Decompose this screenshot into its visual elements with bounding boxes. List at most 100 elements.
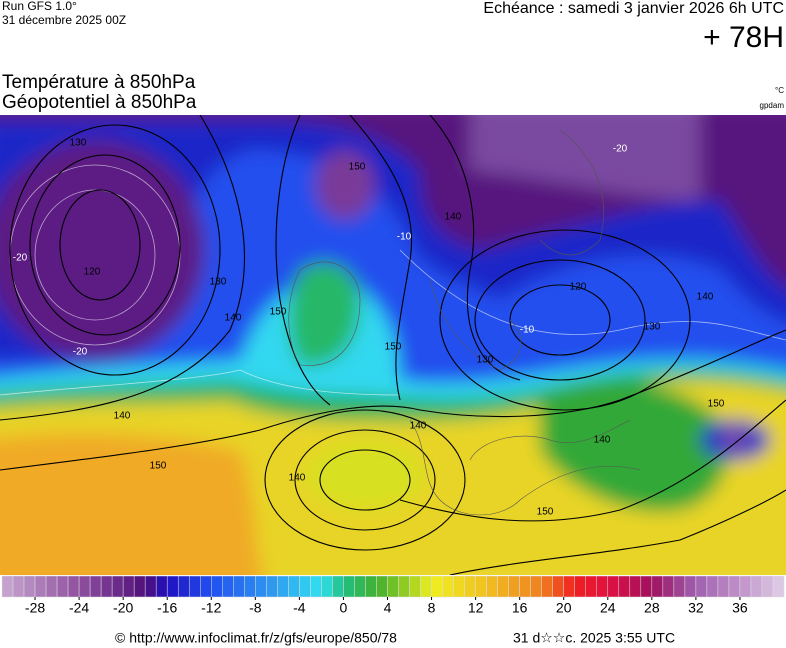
- colorbar-swatch: [761, 575, 774, 598]
- colorbar-swatch: [431, 575, 443, 598]
- colorbar-swatch: [89, 575, 102, 598]
- unit-geopotential: gpdam: [760, 101, 785, 110]
- colorbar-swatch: [387, 575, 399, 598]
- title-temperature: Température à 850hPa: [2, 72, 196, 93]
- map: 130 120 130 140 150 140 150 140 140 150 140 150 130 1…: [0, 115, 786, 575]
- geopotential-label: 150: [270, 307, 287, 318]
- colorbar-tick-label: 36: [732, 600, 748, 616]
- colorbar-swatch: [1, 575, 14, 598]
- colorbar-tick-label: 28: [644, 600, 660, 616]
- colorbar-swatch: [144, 575, 157, 598]
- colorbar-tick-label: -28: [25, 600, 45, 616]
- colorbar-swatch: [56, 575, 69, 598]
- colorbar-swatch: [211, 575, 223, 598]
- temperature-label: -10: [397, 232, 412, 243]
- colorbar-swatch: [640, 575, 653, 598]
- colorbar-swatch: [585, 575, 598, 598]
- colorbar-swatch: [464, 575, 476, 598]
- colorbar-swatch: [497, 575, 509, 598]
- colorbar-tick-label: 32: [688, 600, 704, 616]
- geopotential-label: 130: [644, 322, 661, 333]
- lead-time: + 78H: [703, 21, 784, 54]
- colorbar-swatch: [200, 575, 212, 598]
- geopotential-label: 140: [114, 411, 131, 422]
- contour-labels: 130 120 130 140 150 140 150 140 140 150 140 150 130 1…: [13, 138, 725, 518]
- colorbar-tick-label: -12: [201, 600, 221, 616]
- colorbar-swatch: [530, 575, 542, 598]
- colorbar-swatch: [475, 575, 487, 598]
- geopotential-label: 140: [594, 435, 611, 446]
- colorbar-swatch: [233, 575, 245, 598]
- colorbar-swatch: [420, 575, 432, 598]
- colorbar-swatch: [23, 575, 36, 598]
- geopotential-label: 140: [697, 292, 714, 303]
- colorbar-swatch: [222, 575, 234, 598]
- forecast: Echéance : samedi 3 janvier 2026 6h UTC: [483, 0, 784, 17]
- colorbar-swatch: [155, 575, 168, 598]
- colorbar-swatch: [486, 575, 498, 598]
- colorbar-swatch: [574, 575, 586, 598]
- geopotential-contours: [0, 115, 786, 575]
- coastlines: [288, 129, 641, 516]
- colorbar-swatch: [12, 575, 25, 598]
- geopotential-label: 150: [150, 461, 167, 472]
- unit-temperature: °C: [775, 86, 784, 95]
- colorbar-swatch: [100, 575, 113, 598]
- colorbar-swatch: [299, 575, 311, 598]
- colorbar-tick-label: -8: [249, 600, 262, 616]
- colorbar-tick-label: -16: [157, 600, 177, 616]
- colorbar-swatch: [255, 575, 267, 598]
- colorbar-swatch: [177, 575, 190, 598]
- geopotential-label: 150: [708, 399, 725, 410]
- temperature-label: -20: [613, 144, 628, 155]
- geopotential-label: 130: [477, 355, 494, 366]
- colorbar-swatch: [695, 575, 708, 598]
- colorbar-tick-label: 8: [428, 600, 436, 616]
- colorbar-swatch: [166, 575, 179, 598]
- colorbar-swatch: [739, 575, 752, 598]
- run: Run GFS 1.0°: [2, 0, 77, 13]
- colorbar-swatch: [365, 575, 377, 598]
- source: © http://www.infoclimat.fr/z/gfs/europe/…: [115, 630, 397, 646]
- colorbar-swatch: [750, 575, 763, 598]
- colorbar-swatch: [651, 575, 664, 598]
- run-date: 31 décembre 2025 00Z: [2, 13, 126, 27]
- colorbar-swatch: [662, 575, 675, 598]
- colorbar-swatch: [728, 575, 741, 598]
- colorbar-swatch: [343, 575, 355, 598]
- colorbar-swatch: [618, 575, 631, 598]
- colorbar-tick-label: 24: [600, 600, 616, 616]
- colorbar-swatch: [442, 575, 454, 598]
- colorbar-swatch: [78, 575, 91, 598]
- colorbar-swatch: [188, 575, 201, 598]
- colorbar-swatch: [398, 575, 410, 598]
- geopotential-label: 130: [210, 277, 227, 288]
- colorbar-swatch: [310, 575, 322, 598]
- colorbar-swatch: [34, 575, 47, 598]
- geopotential-label: 150: [537, 507, 554, 518]
- colorbar-swatch: [563, 575, 575, 598]
- colorbar-swatch: [266, 575, 278, 598]
- colorbar-swatch: [684, 575, 697, 598]
- colorbar-swatch: [354, 575, 366, 598]
- colorbar-tick-label: -24: [69, 600, 89, 616]
- colorbar-swatch: [717, 575, 730, 598]
- colorbar: -28 -24 -20 -16 -12 -8 -4 0 4 8 12 16 20 24 28 32 36: [1, 575, 785, 616]
- colorbar-swatch: [541, 575, 553, 598]
- geopotential-label: 140: [225, 313, 242, 324]
- geopotential-label: 120: [570, 282, 587, 293]
- colorbar-swatch: [133, 575, 146, 598]
- colorbar-swatch: [67, 575, 80, 598]
- colorbar-swatch: [332, 575, 344, 598]
- colorbar-tick-label: 0: [340, 600, 348, 616]
- colorbar-swatch: [629, 575, 642, 598]
- colorbar-tick-label: -20: [113, 600, 133, 616]
- temperature-label: -10: [520, 325, 535, 336]
- geopotential-label: 130: [70, 138, 87, 149]
- generated: 31 d☆☆c. 2025 3:55 UTC: [513, 630, 675, 646]
- geopotential-label: 150: [385, 342, 402, 353]
- geopotential-label: 150: [349, 162, 366, 173]
- colorbar-swatch: [706, 575, 719, 598]
- temperature-label: -20: [13, 253, 28, 264]
